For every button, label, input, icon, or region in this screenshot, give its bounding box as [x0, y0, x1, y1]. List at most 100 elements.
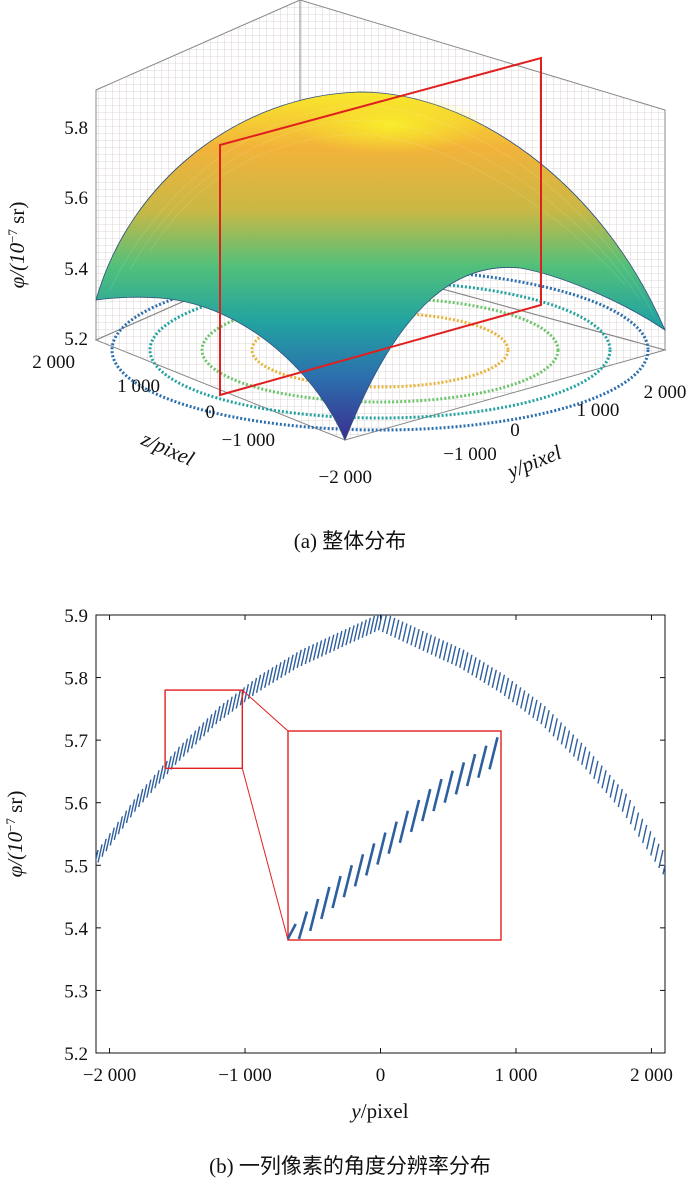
data-point: [377, 615, 383, 631]
surface-peak-glow: [295, 95, 485, 155]
data-point: [97, 844, 103, 863]
data-point: [113, 821, 120, 841]
data-point: [406, 625, 412, 644]
data-point: [593, 760, 599, 780]
data-point: [532, 699, 538, 719]
data-point: [146, 779, 152, 798]
data-point: [215, 705, 221, 725]
data-point: [333, 632, 339, 652]
data-point: [190, 730, 197, 749]
data-point: [349, 625, 355, 644]
x-tick-label: 2 000: [630, 1065, 673, 1086]
data-point: [182, 738, 189, 757]
data-point: [203, 718, 209, 737]
zoom-data-point: [477, 745, 488, 778]
zoom-connector: [241, 689, 289, 732]
data-point: [329, 634, 335, 653]
data-point: [654, 843, 660, 862]
data-point: [479, 662, 485, 681]
data-point: [434, 638, 441, 657]
y-tick-label: 5.6: [64, 794, 88, 815]
data-point: [662, 862, 665, 875]
data-point: [548, 714, 554, 733]
x-ticks: −2 000 −1 000 0 1 000 2 000: [83, 615, 673, 1086]
data-point: [150, 774, 156, 794]
data-point: [259, 672, 266, 691]
zoom-data-point: [398, 810, 410, 844]
zoom-data-point: [320, 886, 331, 920]
zoom-data-point: [409, 799, 421, 833]
zoom-data-point: [364, 843, 376, 876]
y-tick-label: 5.5: [64, 856, 88, 877]
data-point: [341, 628, 347, 648]
data-point: [516, 687, 522, 706]
data-point: [207, 714, 213, 733]
z-tick-label: 5.8: [64, 118, 88, 139]
y-tick-label: 5.9: [64, 606, 88, 627]
data-point: [320, 638, 327, 657]
z-tick-label: 5.6: [64, 188, 88, 209]
data-point: [528, 696, 534, 715]
zoom-data-point: [353, 854, 365, 887]
z-tick-label: 5.4: [64, 259, 88, 280]
data-point: [625, 799, 632, 819]
data-point: [264, 669, 270, 688]
data-point: [142, 784, 148, 803]
data-point: [385, 615, 392, 635]
z-value-axis: 5.8 5.6 5.4 5.2 φ/(10−7 sr): [5, 118, 89, 350]
data-point: [418, 630, 424, 650]
data-point: [154, 770, 160, 789]
data-point: [158, 765, 164, 784]
data-point: [174, 746, 180, 765]
data-point: [483, 664, 489, 683]
zoom-source-box: [164, 689, 244, 769]
surface-body: [95, 91, 666, 442]
y-axis-label: φ/(10−7 sr): [3, 791, 28, 878]
z-pixel-axis-label: z/pixel: [137, 426, 198, 471]
data-point: [105, 832, 111, 852]
z-pixel-tick: −2 000: [319, 467, 372, 488]
data-point: [170, 751, 176, 770]
data-point: [511, 684, 518, 703]
data-point: [560, 726, 567, 745]
data-point: [255, 674, 262, 693]
zoom-data-point: [297, 911, 309, 940]
data-point: [109, 827, 115, 846]
data-point: [641, 824, 648, 844]
data-point: [211, 710, 217, 729]
data-point: [601, 770, 607, 789]
data-point: [422, 632, 428, 652]
data-point: [272, 664, 278, 683]
data-point: [605, 774, 611, 794]
data-point: [589, 756, 595, 775]
data-point: [296, 649, 302, 668]
data-point: [312, 642, 319, 661]
data-point: [544, 710, 550, 729]
zoom-data-point: [308, 898, 320, 932]
zoom-data-point: [421, 788, 432, 822]
data-point: [373, 615, 379, 633]
data-point: [402, 623, 408, 642]
y-pixel-tick: 0: [510, 420, 520, 441]
caption-a: (a) 整体分布: [293, 529, 407, 553]
data-point: [133, 793, 140, 812]
data-point: [276, 662, 282, 681]
data-point: [361, 619, 367, 638]
data-point: [637, 818, 644, 837]
data-point: [524, 693, 530, 712]
data-point: [646, 831, 652, 850]
data-point: [223, 699, 229, 719]
zoom-data-point: [286, 923, 297, 940]
zoom-data-point: [432, 778, 443, 812]
data-point: [369, 615, 376, 635]
data-point: [121, 810, 128, 829]
y-tick-label: 5.3: [64, 981, 88, 1002]
x-tick-label: −2 000: [83, 1065, 136, 1086]
data-point: [520, 690, 526, 709]
data-point: [463, 652, 469, 671]
data-point: [467, 654, 473, 673]
data-point: [568, 734, 575, 753]
zoom-data-point: [387, 821, 398, 855]
z-pixel-tick: 2 000: [32, 352, 75, 373]
data-point: [357, 621, 363, 640]
